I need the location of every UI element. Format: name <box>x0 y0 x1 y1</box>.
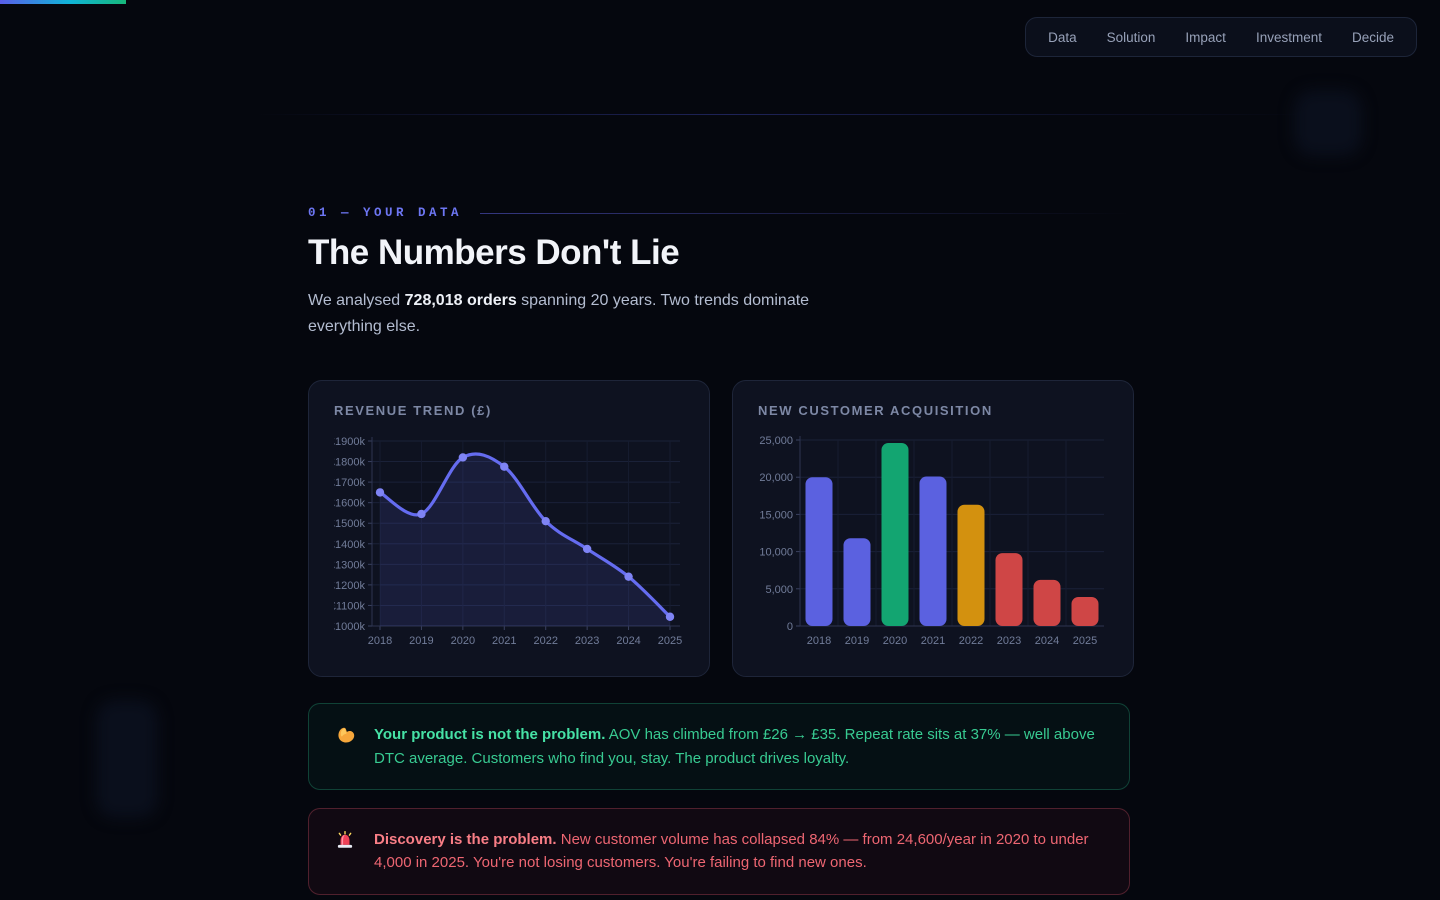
page-progress-bar <box>0 0 126 4</box>
nav-item-investment[interactable]: Investment <box>1255 29 1322 45</box>
svg-text:2025: 2025 <box>1073 635 1097 647</box>
svg-text:20,000: 20,000 <box>759 472 793 484</box>
svg-text:£1700k: £1700k <box>334 477 365 489</box>
svg-text:£1000k: £1000k <box>334 621 365 633</box>
decor-glow-top-right <box>1294 90 1362 156</box>
product-strength-callout: Your product is not the problem. AOV has… <box>308 703 1130 791</box>
svg-text:£1800k: £1800k <box>334 457 365 469</box>
svg-text:£1200k: £1200k <box>334 580 365 592</box>
nav-item-data[interactable]: Data <box>1048 29 1077 45</box>
bar-2024 <box>1033 580 1061 627</box>
nav-item-impact[interactable]: Impact <box>1185 29 1226 45</box>
section-kicker: 01 — YOUR DATA <box>308 206 463 220</box>
callouts-section: Your product is not the problem. AOV has… <box>308 703 1130 895</box>
svg-text:2023: 2023 <box>575 635 599 647</box>
section-kicker-row: 01 — YOUR DATA <box>308 206 1130 220</box>
svg-text:£1100k: £1100k <box>334 601 365 613</box>
decor-glow-left <box>96 700 158 818</box>
bar-2018 <box>805 477 833 627</box>
svg-text:£1500k: £1500k <box>334 518 365 530</box>
new-customer-acquisition-bar-chart: 0 5,000 10,000 15,000 20,000 25,000 2018 2019 20… <box>759 435 1104 647</box>
svg-text:2022: 2022 <box>533 635 557 647</box>
svg-text:15,000: 15,000 <box>759 510 793 522</box>
charts-row: REVENUE TREND (£) £1000k £1100k £1200k £130… <box>308 380 1134 678</box>
intro-prefix: We analysed <box>308 292 405 310</box>
svg-text:2021: 2021 <box>492 635 516 647</box>
svg-text:2024: 2024 <box>1035 635 1059 647</box>
acquisition-card-title: NEW CUSTOMER ACQUISITION <box>758 403 993 419</box>
bar-2021 <box>919 476 947 627</box>
svg-text:2021: 2021 <box>921 635 945 647</box>
discovery-problem-callout-text: Discovery is the problem. New customer v… <box>374 831 1089 872</box>
kicker-divider-line <box>480 212 1130 214</box>
page-title: The Numbers Don't Lie <box>308 233 680 272</box>
svg-text:2018: 2018 <box>807 635 831 647</box>
svg-text:£1400k: £1400k <box>334 539 365 551</box>
bar-2020 <box>881 443 909 627</box>
svg-text:2020: 2020 <box>883 635 907 647</box>
discovery-problem-callout: Discovery is the problem. New customer v… <box>308 808 1130 895</box>
product-strength-callout-text: Your product is not the problem. AOV has… <box>374 726 1095 767</box>
orders-count: 728,018 orders <box>404 292 517 310</box>
top-nav: Data Solution Impact Investment Decide <box>1025 17 1417 57</box>
svg-text:2019: 2019 <box>845 635 869 647</box>
svg-text:10,000: 10,000 <box>759 547 793 559</box>
svg-text:0: 0 <box>787 621 793 633</box>
nav-item-decide[interactable]: Decide <box>1351 29 1394 45</box>
svg-text:2019: 2019 <box>409 635 433 647</box>
svg-text:£1900k: £1900k <box>334 436 365 448</box>
customer-acquisition-card: NEW CUSTOMER ACQUISITION 0 5,000 10,000 15,… <box>732 380 1134 678</box>
bar-2022 <box>957 504 985 627</box>
svg-text:2020: 2020 <box>451 635 475 647</box>
svg-text:2018: 2018 <box>368 635 392 647</box>
bar-2025 <box>1071 597 1099 627</box>
intro-text: We analysed 728,018 orders spanning 20 y… <box>308 288 820 340</box>
revenue-trend-line-chart: £1000k £1100k £1200k £1300k £1400k £1500k £160… <box>334 436 682 647</box>
intro-suffix: spanning 20 years. Two trends dominate e… <box>308 292 810 336</box>
main-content: 01 — YOUR DATA The Numbers Don't Lie We … <box>308 0 1134 895</box>
svg-text:2024: 2024 <box>616 635 640 647</box>
svg-text:2022: 2022 <box>959 635 983 647</box>
bar-2019 <box>843 538 871 627</box>
svg-text:25,000: 25,000 <box>759 435 793 447</box>
nav-item-solution[interactable]: Solution <box>1106 29 1156 45</box>
revenue-trend-card: REVENUE TREND (£) £1000k £1100k £1200k £130… <box>308 380 710 678</box>
siren-icon <box>334 828 358 857</box>
decor-hairline <box>255 114 1310 115</box>
svg-text:2025: 2025 <box>658 635 682 647</box>
svg-text:£1300k: £1300k <box>334 560 365 572</box>
revenue-card-title: REVENUE TREND (£) <box>334 403 492 419</box>
svg-text:2023: 2023 <box>997 635 1021 647</box>
flex-icon <box>334 723 358 752</box>
svg-text:£1600k: £1600k <box>334 498 365 510</box>
svg-text:5,000: 5,000 <box>765 584 793 596</box>
bar-2023 <box>995 553 1023 627</box>
